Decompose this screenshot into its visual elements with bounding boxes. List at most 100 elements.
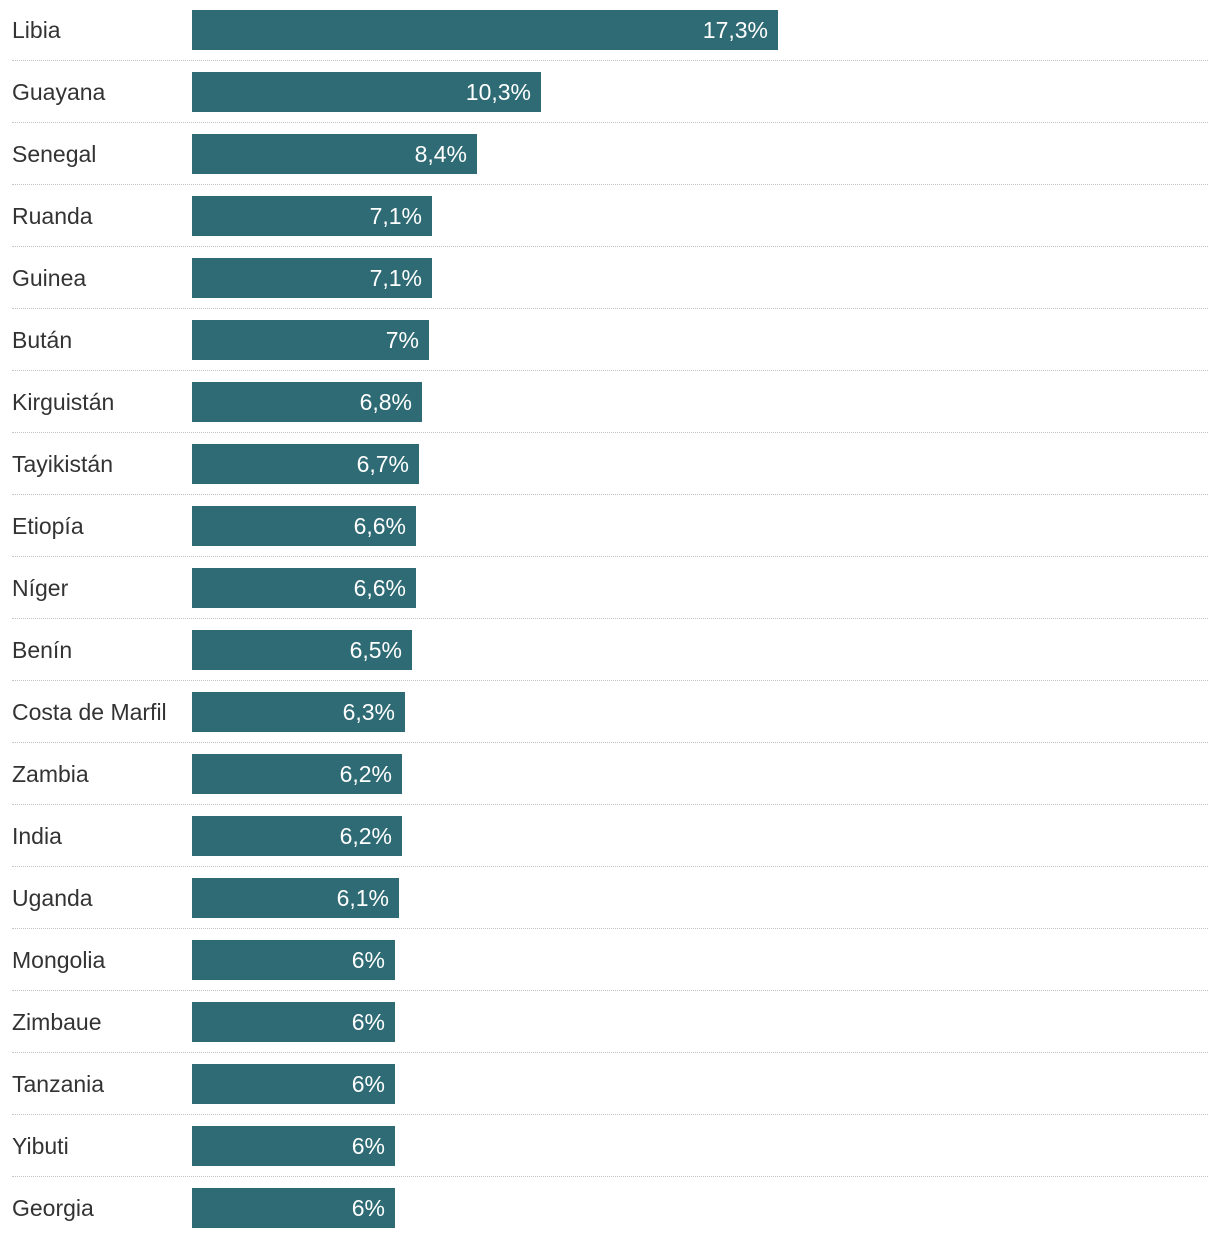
bar-row: Libia 17,3% — [0, 10, 1220, 72]
bar — [192, 382, 422, 422]
category-label: Georgia — [12, 1195, 94, 1221]
category-label: Guinea — [12, 265, 87, 291]
bar-value-label: 6,6% — [353, 513, 406, 539]
bar-value-label: 6% — [351, 947, 385, 973]
row-divider — [12, 184, 1208, 185]
bar-row: Tanzania 6% — [0, 1064, 1220, 1126]
category-label: Tayikistán — [12, 451, 113, 477]
row-divider — [12, 308, 1208, 309]
bar-value-label: 10,3% — [465, 79, 531, 105]
bar-row: Níger 6,6% — [0, 568, 1220, 630]
bar-row: Zambia 6,2% — [0, 754, 1220, 816]
row-divider — [12, 990, 1208, 991]
bar — [192, 1126, 395, 1166]
category-label: Benín — [12, 637, 73, 663]
bar-row: Zimbaue 6% — [0, 1002, 1220, 1064]
bar — [192, 10, 778, 50]
row-divider — [12, 556, 1208, 557]
row-divider — [12, 680, 1208, 681]
bar — [192, 630, 412, 670]
bar-value-label: 6,5% — [349, 637, 402, 663]
row-divider — [12, 742, 1208, 743]
bar-value-label: 6,6% — [353, 575, 406, 601]
row-divider — [12, 370, 1208, 371]
bar-value-label: 6,7% — [356, 451, 409, 477]
category-label: Costa de Marfil — [12, 699, 167, 725]
bar-row: Costa de Marfil 6,3% — [0, 692, 1220, 754]
bar-value-label: 6,2% — [339, 761, 392, 787]
row-divider — [12, 928, 1208, 929]
bar-row: Benín 6,5% — [0, 630, 1220, 692]
bar-value-label: 6,2% — [339, 823, 392, 849]
category-label: Ruanda — [12, 203, 93, 229]
category-label: Zimbaue — [12, 1009, 102, 1035]
bar — [192, 816, 402, 856]
bar — [192, 1002, 395, 1042]
bar — [192, 320, 429, 360]
category-label: Uganda — [12, 885, 93, 911]
bar-row: Bután 7% — [0, 320, 1220, 382]
bar-row: Georgia 6% — [0, 1188, 1220, 1250]
category-label: Guayana — [12, 79, 106, 105]
bar-value-label: 7% — [385, 327, 419, 353]
bar-value-label: 17,3% — [702, 17, 768, 43]
bar — [192, 134, 477, 174]
bar-row: India 6,2% — [0, 816, 1220, 878]
row-divider — [12, 60, 1208, 61]
bar — [192, 940, 395, 980]
bar — [192, 754, 402, 794]
row-divider — [12, 866, 1208, 867]
bar — [192, 1064, 395, 1104]
category-label: Kirguistán — [12, 389, 115, 415]
bar — [192, 568, 416, 608]
bar-value-label: 6,8% — [359, 389, 412, 415]
category-label: Bután — [12, 327, 73, 353]
bar-row: Tayikistán 6,7% — [0, 444, 1220, 506]
bar-row: Uganda 6,1% — [0, 878, 1220, 940]
bar — [192, 878, 399, 918]
bar — [192, 506, 416, 546]
bar — [192, 196, 432, 236]
bar-row: Guinea 7,1% — [0, 258, 1220, 320]
bar-row: Kirguistán 6,8% — [0, 382, 1220, 444]
row-divider — [12, 246, 1208, 247]
bar — [192, 258, 432, 298]
bar — [192, 72, 541, 112]
row-divider — [12, 1176, 1208, 1177]
category-label: India — [12, 823, 62, 849]
row-divider — [12, 804, 1208, 805]
bar-value-label: 6,3% — [342, 699, 395, 725]
bar-value-label: 7,1% — [369, 203, 422, 229]
bar-row: Mongolia 6% — [0, 940, 1220, 1002]
bar-row: Yibuti 6% — [0, 1126, 1220, 1188]
bar-row: Guayana 10,3% — [0, 72, 1220, 134]
bar-value-label: 6,1% — [336, 885, 389, 911]
bar-row: Ruanda 7,1% — [0, 196, 1220, 258]
bar — [192, 1188, 395, 1228]
category-label: Zambia — [12, 761, 89, 787]
category-label: Senegal — [12, 141, 97, 167]
category-label: Tanzania — [12, 1071, 105, 1097]
bar — [192, 444, 419, 484]
row-divider — [12, 618, 1208, 619]
bar-value-label: 6% — [351, 1009, 385, 1035]
category-label: Mongolia — [12, 947, 106, 973]
row-divider — [12, 432, 1208, 433]
category-label: Etiopía — [12, 513, 84, 539]
row-divider — [12, 122, 1208, 123]
bar-row: Etiopía 6,6% — [0, 506, 1220, 568]
category-label: Libia — [12, 17, 61, 43]
bar-value-label: 8,4% — [414, 141, 467, 167]
bar-value-label: 7,1% — [369, 265, 422, 291]
category-label: Yibuti — [12, 1133, 69, 1159]
bar-row: Senegal 8,4% — [0, 134, 1220, 196]
bar-value-label: 6% — [351, 1071, 385, 1097]
row-divider — [12, 1114, 1208, 1115]
row-divider — [12, 1052, 1208, 1053]
bar-value-label: 6% — [351, 1133, 385, 1159]
row-divider — [12, 494, 1208, 495]
bar — [192, 692, 405, 732]
bar-value-label: 6% — [351, 1195, 385, 1221]
category-label: Níger — [12, 575, 69, 601]
